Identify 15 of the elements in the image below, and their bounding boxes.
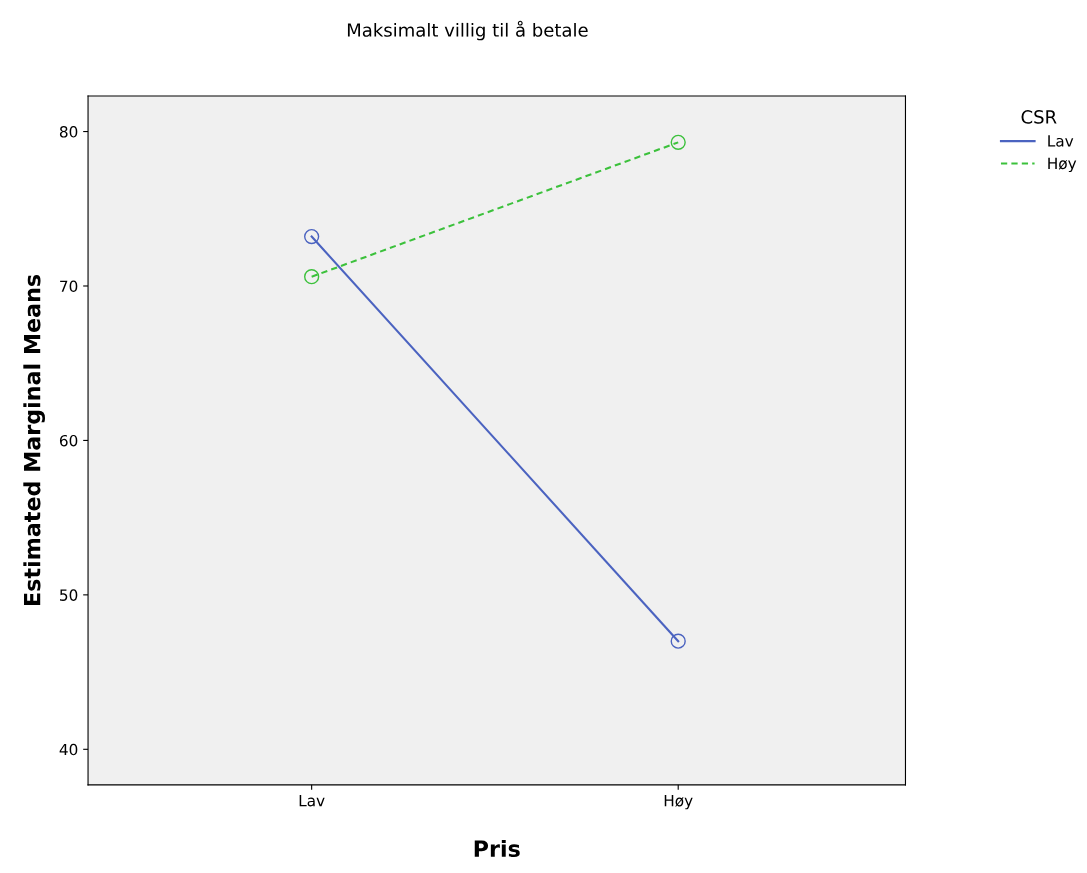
legend-label: Høy (1048, 157, 1077, 173)
y-axis-title: Estimated Marginal Means (23, 274, 45, 605)
legend-title: CSR (1021, 110, 1057, 124)
point (670, 134, 686, 151)
y-tick-label: 40 (59, 743, 78, 756)
y-tick-label: 80 (59, 126, 78, 138)
point (304, 269, 320, 285)
chart-title: Maksimalt villig til å betale (347, 20, 588, 41)
y-tick-label: 60 (59, 434, 78, 447)
x-axis-title: Pris (474, 839, 520, 858)
y-tick-label: 70 (60, 280, 78, 293)
point (670, 633, 686, 649)
legend-label: Lav (1048, 135, 1074, 147)
point (304, 228, 320, 245)
y-tick-label: 50 (60, 589, 78, 601)
